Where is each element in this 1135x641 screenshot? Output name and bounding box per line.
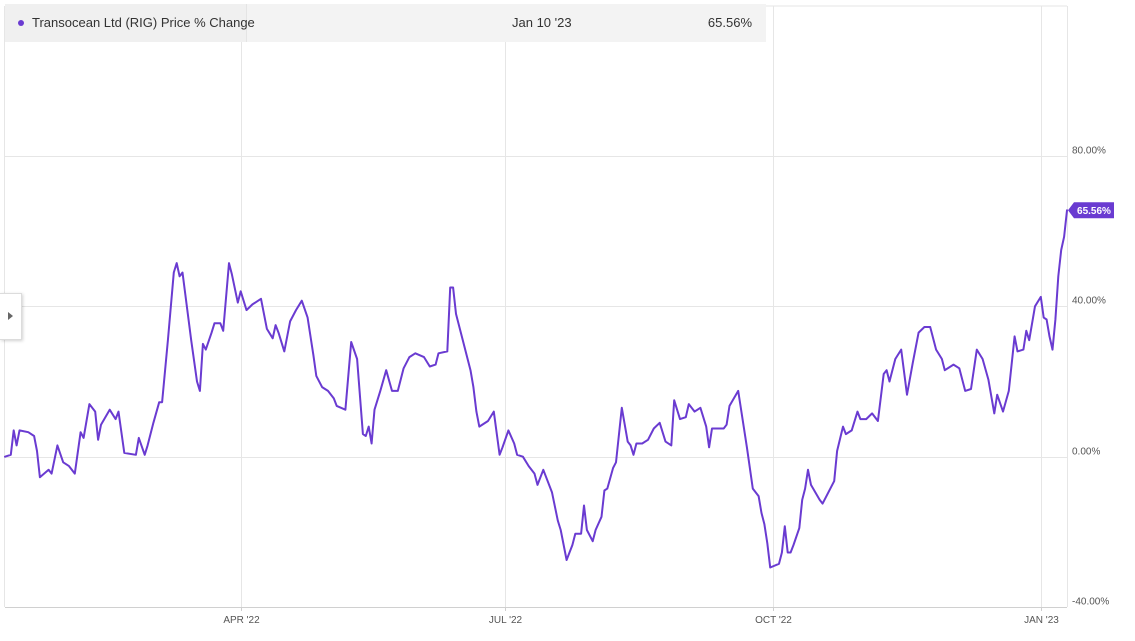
legend-series-dot xyxy=(18,20,24,26)
x-tick-label: JUL '22 xyxy=(489,615,523,626)
y-tick-label: 40.00% xyxy=(1072,296,1106,307)
y-tick-label: -40.00% xyxy=(1072,597,1109,608)
y-tick-label: 0.00% xyxy=(1072,447,1100,458)
series-layer xyxy=(4,209,1068,569)
chevron-right-icon xyxy=(8,312,13,320)
last-value-badge: 65.56% xyxy=(1068,202,1114,219)
grid-layer xyxy=(4,5,1068,611)
x-tick-label: APR '22 xyxy=(223,615,260,626)
last-value-badge-text: 65.56% xyxy=(1077,206,1111,217)
series-line xyxy=(4,209,1068,569)
legend-value: 65.56% xyxy=(707,15,752,30)
y-tick-label: 80.00% xyxy=(1072,146,1106,157)
last-value-badge-shape xyxy=(1068,202,1114,219)
legend-date: Jan 10 '23 xyxy=(512,15,572,30)
x-tick-label: OCT '22 xyxy=(755,615,792,626)
x-tick-label: JAN '23 xyxy=(1024,615,1059,626)
expand-panel-button[interactable] xyxy=(0,293,22,340)
legend-series-cell[interactable]: Transocean Ltd (RIG) Price % Change xyxy=(5,4,255,42)
legend-series-name: Transocean Ltd (RIG) Price % Change xyxy=(32,15,255,30)
axis-layer: 80.00% 40.00% 0.00% -40.00% APR '22 JUL '22 OC… xyxy=(223,146,1109,627)
legend-bar: Transocean Ltd (RIG) Price % Change Jan … xyxy=(5,4,766,42)
